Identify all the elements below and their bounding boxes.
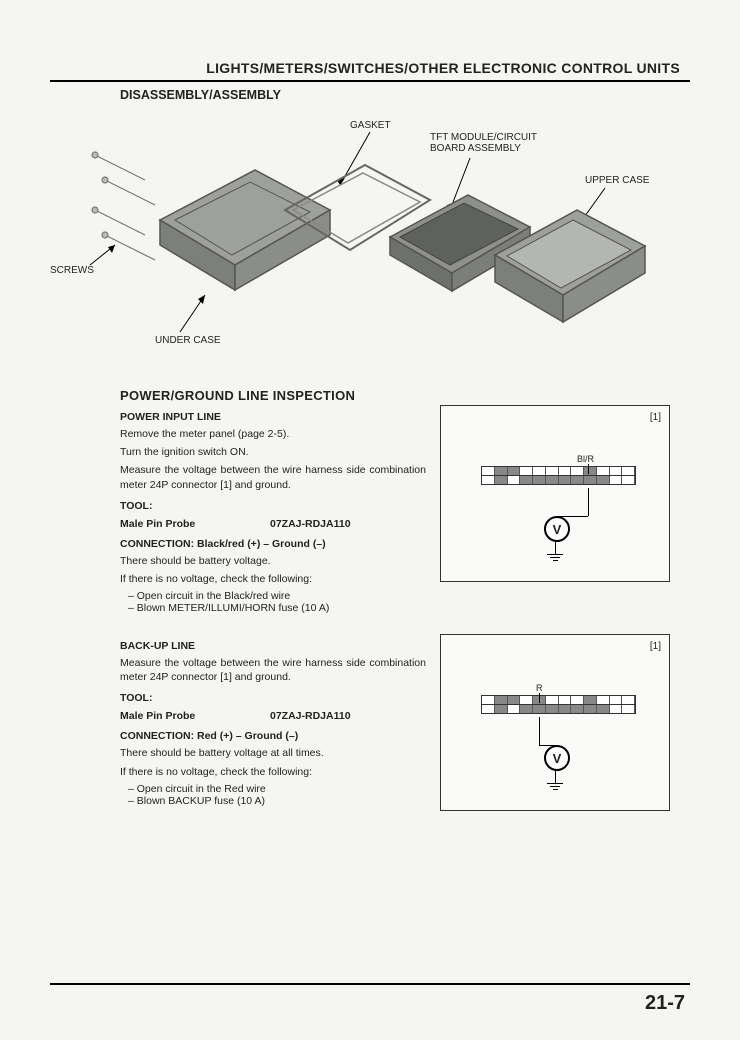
text-measure-voltage-2: Measure the voltage between the wire har… [120,656,426,684]
tool-number-1: 07ZAJ-RDJA110 [270,518,351,530]
pin-label-blr: Bl/R [577,454,594,464]
connector-24p-1: Bl/R [481,466,636,488]
page-number: 21-7 [645,992,685,1015]
tool-number-2: 07ZAJ-RDJA110 [270,710,351,722]
header-rule [50,80,690,82]
text-remove-panel: Remove the meter panel (page 2-5). [120,427,426,441]
subheader: DISASSEMBLY/ASSEMBLY [120,88,690,102]
pin-label-r: R [536,683,543,693]
li-blown-fuse-2: Blown BACKUP fuse (10 A) [128,795,426,807]
li-blown-fuse-1: Blown METER/ILLUMI/HORN fuse (10 A) [128,602,426,614]
connection-1: CONNECTION: Black/red (+) – Ground (–) [120,538,426,550]
tool-name-2: Male Pin Probe [120,710,270,722]
text-battery-voltage-2: There should be battery voltage at all t… [120,746,426,760]
exploded-view: GASKET TFT MODULE/CIRCUIT BOARD ASSEMBLY… [50,110,690,370]
ground-icon-2 [547,783,563,790]
subsection-power-input: POWER INPUT LINE [120,411,426,423]
text-measure-voltage-1: Measure the voltage between the wire har… [120,463,426,491]
exploded-svg [50,110,690,370]
diagram-power-input: [1] Bl/R V [440,405,670,582]
footer-rule [50,983,690,985]
voltmeter-icon-1: V [544,516,570,542]
section-title-power-ground: POWER/GROUND LINE INSPECTION [120,388,670,403]
ref-2: [1] [650,641,661,652]
header-title: LIGHTS/METERS/SWITCHES/OTHER ELECTRONIC … [50,60,690,76]
text-battery-voltage-1: There should be battery voltage. [120,554,426,568]
tool-label-2: TOOL: [120,692,426,704]
ref-1: [1] [650,412,661,423]
text-no-voltage-2: If there is no voltage, check the follow… [120,765,426,779]
li-open-circuit-2: Open circuit in the Red wire [128,783,426,795]
ground-icon-1 [547,554,563,561]
text-ignition-on: Turn the ignition switch ON. [120,445,426,459]
diagram-backup: [1] R V [440,634,670,811]
connection-2: CONNECTION: Red (+) – Ground (–) [120,730,426,742]
subsection-backup: BACK-UP LINE [120,640,426,652]
tool-label-1: TOOL: [120,500,426,512]
voltmeter-icon-2: V [544,745,570,771]
li-open-circuit-1: Open circuit in the Black/red wire [128,590,426,602]
tool-name-1: Male Pin Probe [120,518,270,530]
text-no-voltage-1: If there is no voltage, check the follow… [120,572,426,586]
connector-24p-2: R [481,695,636,717]
